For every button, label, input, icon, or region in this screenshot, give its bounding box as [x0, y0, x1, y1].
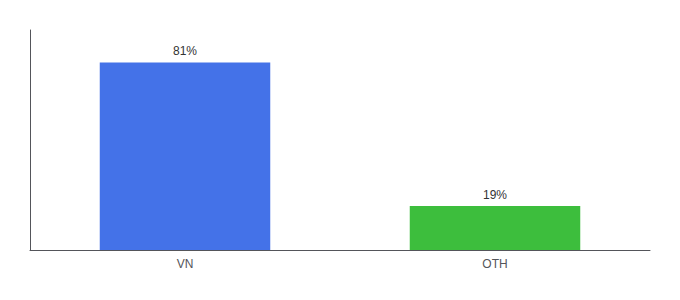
svg-text:19%: 19%	[483, 188, 507, 202]
svg-text:81%: 81%	[173, 44, 197, 58]
svg-text:VN: VN	[177, 257, 194, 271]
svg-text:OTH: OTH	[482, 257, 507, 271]
